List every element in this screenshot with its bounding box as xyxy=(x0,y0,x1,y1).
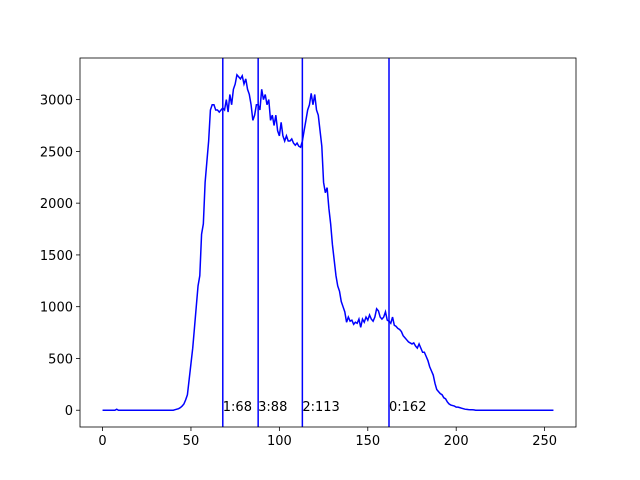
y-tick-label: 1500 xyxy=(40,249,73,264)
threshold-label: 2:113 xyxy=(302,400,339,415)
x-tick-label: 50 xyxy=(183,434,200,449)
x-tick-label: 200 xyxy=(444,434,469,449)
x-tick-label: 150 xyxy=(355,434,380,449)
y-tick-label: 500 xyxy=(48,352,73,367)
x-tick-label: 250 xyxy=(532,434,557,449)
y-tick-label: 3000 xyxy=(40,94,73,109)
axes-frame xyxy=(79,57,577,428)
x-tick-label: 100 xyxy=(267,434,292,449)
y-tick-label: 1000 xyxy=(40,301,73,316)
data-line xyxy=(102,73,554,411)
x-tick-label: 0 xyxy=(98,434,106,449)
y-tick-label: 0 xyxy=(65,404,73,419)
y-tick-label: 2500 xyxy=(40,145,73,160)
threshold-label: 0:162 xyxy=(389,400,426,415)
threshold-label: 3:88 xyxy=(258,400,287,415)
threshold-label: 1:68 xyxy=(223,400,252,415)
y-tick-label: 2000 xyxy=(40,197,73,212)
